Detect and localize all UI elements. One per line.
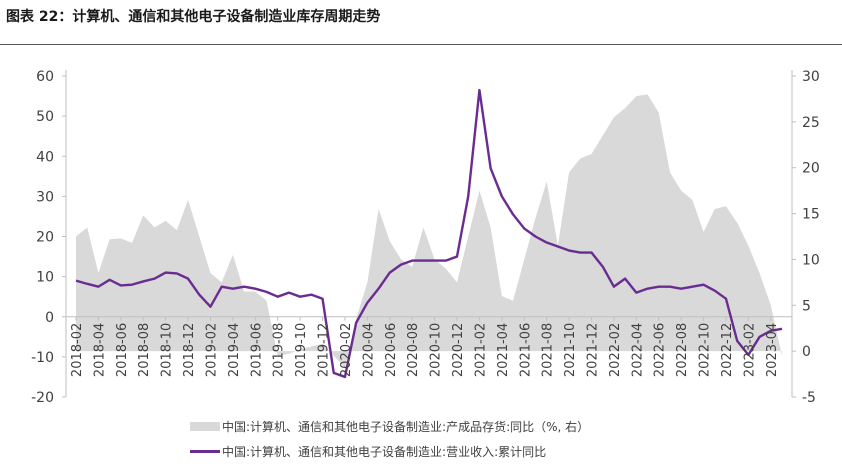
x-tick-label: 2022-02 (608, 323, 623, 377)
x-tick-label: 2022-06 (653, 323, 668, 377)
chart-title: 图表 22：计算机、通信和其他电子设备制造业库存周期走势 (6, 9, 381, 25)
x-tick-label: 2021-04 (496, 323, 511, 377)
left-tick-label: 40 (36, 149, 54, 165)
x-tick-label: 2020-10 (429, 323, 444, 377)
legend-label-revenue: 中国:计算机、通信和其他电子设备制造业:营业收入:累计同比 (222, 445, 547, 459)
left-tick-label: 10 (36, 270, 54, 286)
x-tick-label: 2020-08 (406, 323, 421, 377)
x-tick-label: 2018-08 (137, 323, 152, 377)
x-tick-label: 2019-02 (204, 323, 219, 377)
legend-label-inventory: 中国:计算机、通信和其他电子设备制造业:产成品存货:同比（%, 右） (222, 420, 590, 434)
right-tick-label: 25 (802, 115, 820, 131)
x-tick-label: 2021-06 (518, 323, 533, 377)
right-tick-label: 30 (802, 69, 820, 85)
x-tick-label: 2019-04 (227, 323, 242, 377)
left-tick-label: 60 (36, 69, 54, 85)
revenue-line (75, 88, 783, 379)
x-tick-label: 2021-02 (473, 323, 488, 377)
right-tick-label: 0 (802, 344, 811, 360)
x-tick-label: 2021-08 (541, 323, 556, 377)
left-tick-label: 30 (36, 189, 54, 205)
x-tick-label: 2021-10 (563, 323, 578, 377)
x-tick-label: 2022-04 (630, 323, 645, 377)
x-tick-label: 2022-10 (698, 323, 713, 377)
x-tick-label: 2018-06 (115, 323, 130, 377)
x-tick-label: 2022-08 (675, 323, 690, 377)
x-tick-label: 2018-12 (182, 323, 197, 377)
x-tick-label: 2019-12 (317, 323, 332, 377)
left-tick-label: 50 (36, 109, 54, 125)
x-tick-label: 2020-04 (361, 323, 376, 377)
right-tick-label: 10 (802, 252, 820, 268)
right-tick-label: 5 (802, 298, 811, 314)
title-divider (0, 44, 842, 45)
left-tick-label: 0 (45, 310, 54, 326)
right-tick-label: 20 (802, 161, 820, 177)
legend-item-inventory: 中国:计算机、通信和其他电子设备制造业:产成品存货:同比（%, 右） (190, 418, 589, 435)
legend-swatch-area (190, 422, 220, 431)
left-tick-label: -10 (31, 350, 54, 366)
x-tick-label: 2021-12 (585, 323, 600, 377)
x-tick-label: 2018-04 (92, 323, 107, 377)
x-tick-label: 2018-10 (160, 323, 175, 377)
inventory-area (76, 94, 782, 368)
legend-item-revenue: 中国:计算机、通信和其他电子设备制造业:营业收入:累计同比 (190, 443, 546, 460)
x-tick-label: 2019-10 (294, 323, 309, 377)
right-tick-label: 15 (802, 207, 820, 223)
legend-swatch-line (190, 450, 220, 453)
x-tick-label: 2023-02 (742, 323, 757, 377)
left-tick-label: 20 (36, 230, 54, 246)
left-tick-label: -20 (31, 390, 54, 406)
x-tick-label: 2020-06 (384, 323, 399, 377)
x-tick-label: 2022-12 (720, 323, 735, 377)
x-tick-label: 2019-06 (249, 323, 264, 377)
x-tick-label: 2023-04 (765, 323, 780, 377)
x-tick-label: 2020-12 (451, 323, 466, 377)
right-tick-label: -5 (802, 390, 816, 406)
x-tick-label: 2020-02 (339, 323, 354, 377)
x-tick-label: 2018-02 (70, 323, 85, 377)
x-tick-label: 2019-08 (272, 323, 287, 377)
